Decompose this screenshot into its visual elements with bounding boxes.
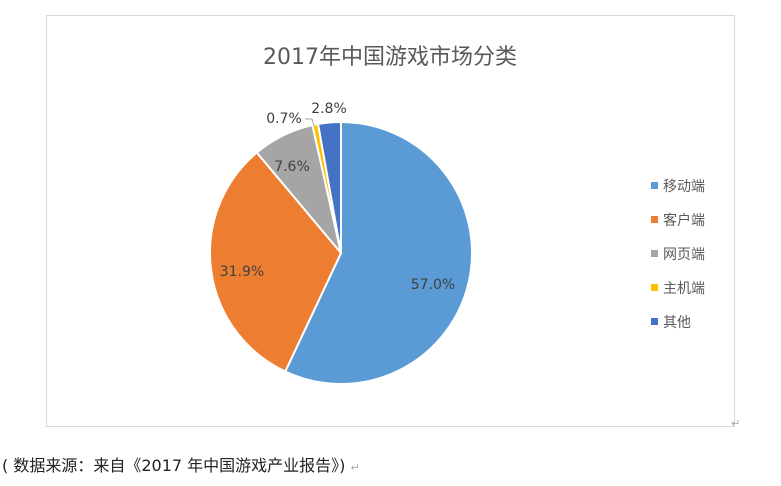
caption: ( 数据来源：来自《2017 年中国游戏产业报告》) ↵: [2, 452, 360, 476]
legend-swatch-4: [651, 318, 658, 325]
data-label-3: 0.7%: [266, 111, 302, 127]
data-label-0: 57.0%: [411, 277, 455, 293]
legend-label-1: 客户端: [663, 212, 705, 229]
legend-label-0: 移动端: [663, 179, 705, 195]
data-label-4: 2.8%: [311, 101, 347, 117]
paragraph-mark: ↵: [731, 417, 741, 430]
pie-slice-1: [209, 151, 343, 373]
data-label-2: 7.6%: [274, 159, 310, 175]
legend-label-2: 网页端: [663, 247, 705, 263]
leader-line: [305, 118, 315, 127]
legend-swatch-0: [651, 182, 658, 189]
chart-title: 2017年中国游戏市场分类: [263, 45, 517, 70]
caption-text: ( 数据来源：来自《2017 年中国游戏产业报告》): [2, 456, 346, 475]
data-label-1: 31.9%: [220, 264, 264, 280]
pie-slice-4: [316, 120, 342, 254]
legend-swatch-3: [651, 284, 658, 291]
legend-label-3: 主机端: [663, 281, 705, 297]
legend-swatch-1: [651, 216, 658, 223]
paragraph-mark: ↵: [350, 461, 360, 474]
chart-frame: [46, 15, 735, 427]
pie-slice-0: [283, 120, 473, 385]
legend-label-4: 其他: [663, 315, 691, 331]
legend-swatch-2: [651, 250, 658, 257]
